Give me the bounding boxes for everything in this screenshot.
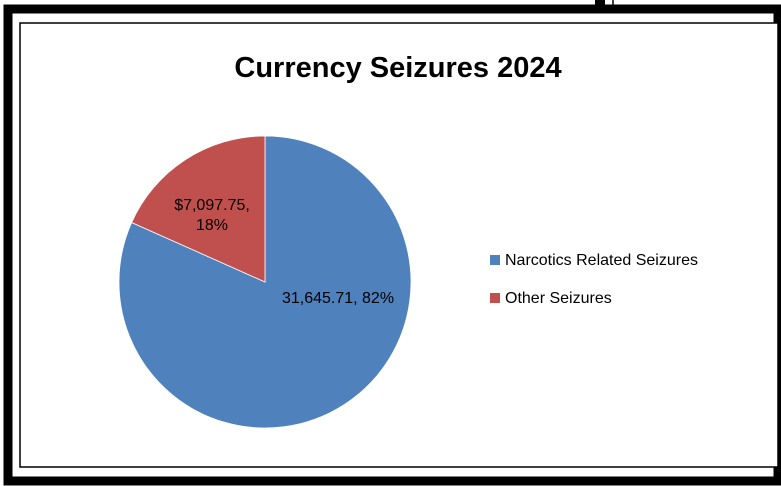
pie-slice-other-seizures bbox=[131, 135, 266, 283]
legend-label: Narcotics Related Seizures bbox=[505, 252, 698, 269]
pie-chart-panel: Currency Seizures 2024 31,645.71, 82% $7,… bbox=[3, 4, 781, 486]
pie-legend: Narcotics Related Seizures Other Seizures bbox=[490, 252, 698, 307]
legend-swatch bbox=[490, 293, 500, 303]
pie-slices bbox=[118, 135, 412, 429]
pie-data-label: $7,097.75, 18% bbox=[174, 197, 250, 234]
legend-swatch bbox=[490, 255, 500, 265]
pie-chart-title: Currency Seizures 2024 bbox=[234, 52, 561, 84]
pie-slice-narcotics-related-seizures bbox=[118, 135, 412, 429]
pie-data-label: 31,645.71, 82% bbox=[282, 290, 394, 307]
legend-label: Other Seizures bbox=[505, 290, 612, 307]
pie-data-labels: 31,645.71, 82% $7,097.75, 18% bbox=[174, 197, 394, 307]
